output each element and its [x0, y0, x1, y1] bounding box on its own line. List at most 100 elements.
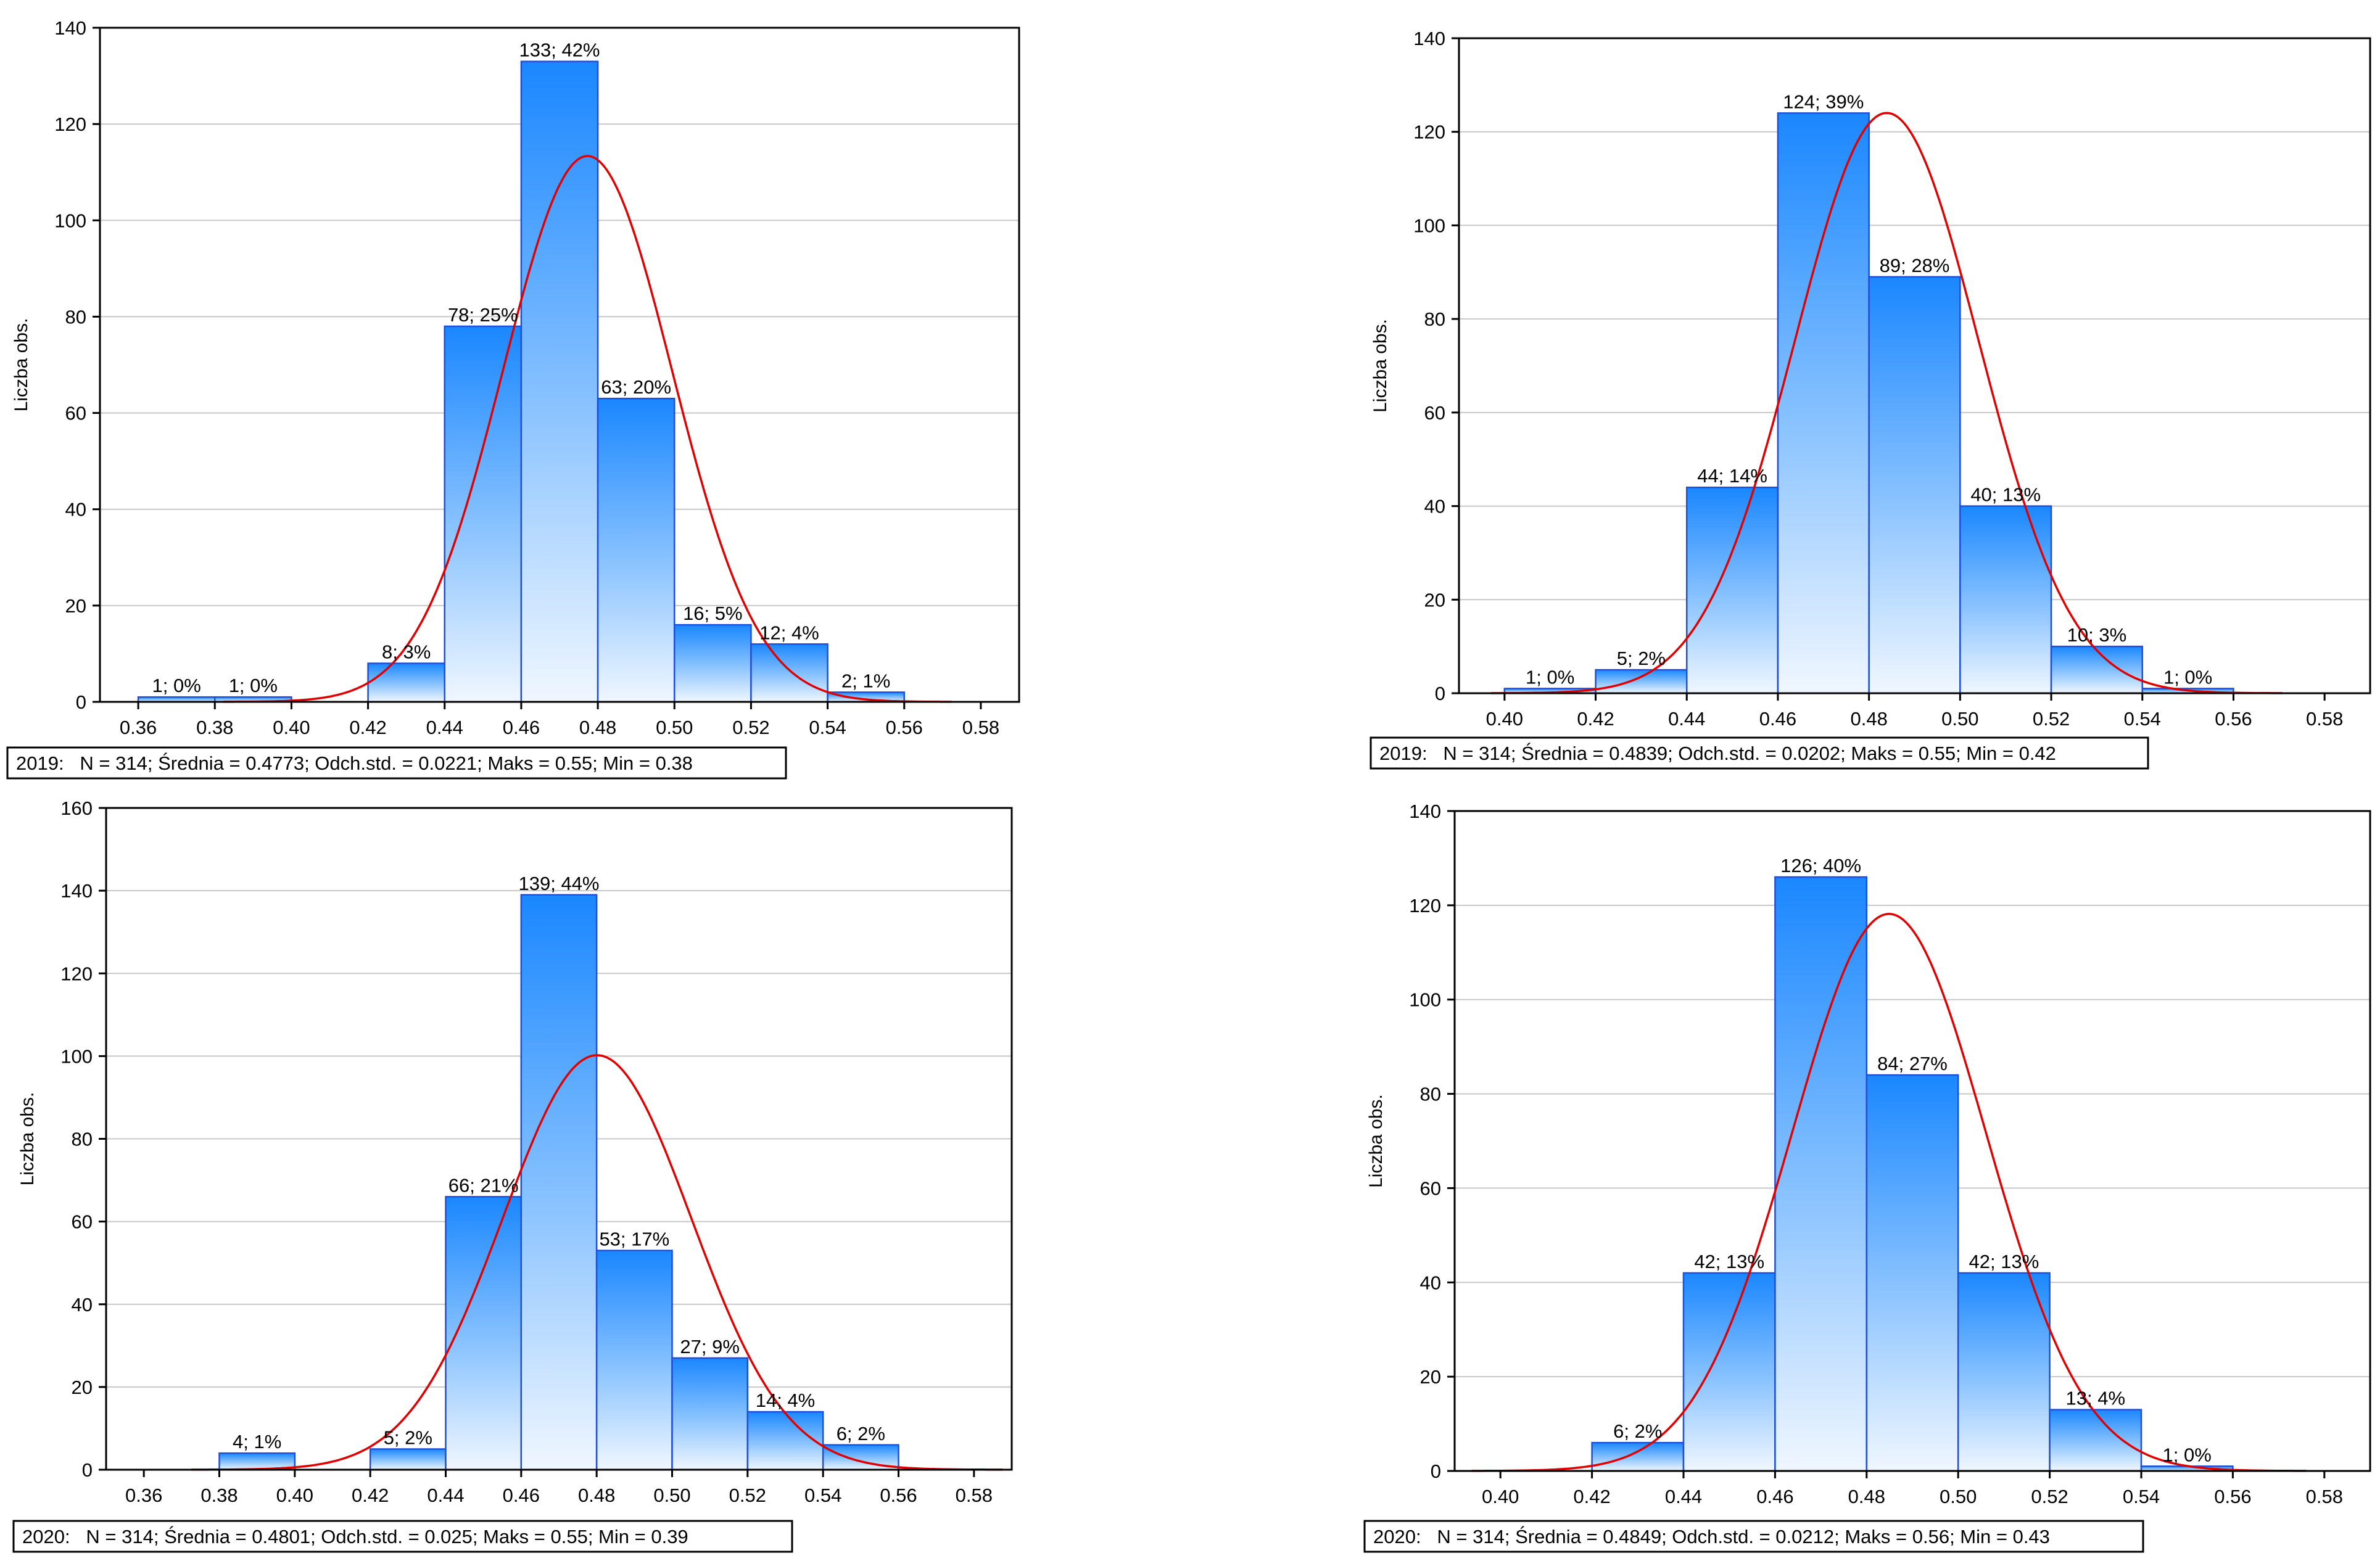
x-tick-label: 0.40 [276, 1485, 313, 1506]
histogram-bar [369, 1448, 447, 1471]
x-tick-label: 0.50 [656, 717, 693, 738]
y-tick-label: 20 [1424, 589, 1445, 611]
histogram-bar [445, 1196, 523, 1471]
y-tick-label: 100 [60, 1045, 93, 1067]
bar-data-label: 40; 13% [1970, 484, 2041, 506]
y-tick-label: 0 [82, 1459, 93, 1481]
x-tick-label: 0.58 [2306, 708, 2343, 730]
histogram-bar [1682, 1272, 1776, 1472]
histogram-bar [1595, 669, 1688, 694]
x-tick-label: 0.58 [2306, 1486, 2343, 1507]
bar-data-label: 126; 40% [1780, 855, 1861, 876]
x-tick-label: 0.42 [1573, 1486, 1610, 1507]
x-tick-label: 0.52 [2031, 1486, 2068, 1507]
y-tick-label: 120 [54, 113, 86, 135]
histogram-bar [1777, 112, 1870, 694]
histogram-bar [674, 624, 752, 703]
bar-data-label: 2; 1% [841, 670, 890, 691]
bar-data-label: 14; 4% [756, 1390, 816, 1411]
x-tick-label: 0.36 [120, 717, 157, 738]
histogram-bar [1591, 1441, 1685, 1472]
bar-data-label: 1; 0% [152, 675, 201, 696]
y-tick-label: 140 [1413, 28, 1445, 49]
bar-data-label: 89; 28% [1880, 255, 1950, 276]
bar-data-label: 1; 0% [2163, 666, 2212, 688]
x-tick-label: 0.56 [886, 717, 923, 738]
bar-data-label: 53; 17% [599, 1229, 669, 1250]
bar-data-label: 5; 2% [1617, 648, 1666, 669]
y-tick-label: 140 [1409, 801, 1441, 822]
bar-data-label: 6; 2% [1613, 1420, 1662, 1442]
x-tick-label: 0.50 [1940, 1486, 1977, 1507]
x-tick-label: 0.38 [200, 1485, 238, 1506]
x-tick-label: 0.52 [732, 717, 769, 738]
x-tick-label: 0.36 [125, 1485, 162, 1506]
histogram-bar [367, 662, 445, 703]
bar-data-label: 5; 2% [384, 1427, 432, 1448]
histogram-bar [746, 1411, 824, 1471]
histogram-bar [520, 894, 598, 1471]
x-tick-label: 0.48 [579, 717, 616, 738]
y-tick-label: 120 [60, 963, 93, 984]
x-tick-label: 0.40 [273, 717, 310, 738]
y-tick-label: 100 [54, 210, 86, 231]
y-tick-label: 60 [1424, 402, 1445, 424]
x-tick-label: 0.38 [196, 717, 233, 738]
y-tick-label: 140 [60, 880, 93, 902]
y-tick-label: 80 [1424, 308, 1445, 330]
bar-data-label: 63; 20% [601, 376, 671, 398]
y-tick-label: 0 [76, 691, 86, 713]
x-tick-label: 0.44 [1668, 708, 1705, 730]
y-tick-label: 160 [60, 797, 93, 819]
y-tick-label: 60 [1420, 1177, 1441, 1199]
bar-data-label: 13; 4% [2066, 1388, 2126, 1409]
y-tick-label: 100 [1413, 215, 1445, 236]
y-tick-label: 20 [72, 1377, 93, 1398]
bar-data-label: 1; 0% [1526, 666, 1574, 688]
y-tick-label: 140 [54, 17, 86, 39]
histogram-bar [520, 60, 599, 703]
x-tick-label: 0.54 [2124, 708, 2161, 730]
histogram-bar [1774, 876, 1868, 1472]
bar-data-label: 44; 14% [1697, 465, 1767, 487]
histogram-bar [595, 1250, 673, 1471]
histogram-bar [1868, 276, 1961, 694]
chart-2020-right: 0 20 40 60 80 100 120 140 0.40 0.42 0.44 0.46 0.48 0… [1363, 801, 2371, 1553]
histogram-bar [671, 1357, 749, 1471]
normal-curve [223, 155, 952, 703]
y-tick-label: 60 [72, 1211, 93, 1233]
histogram-bar [1957, 1272, 2051, 1472]
y-axis-label: Liczba obs. [11, 318, 31, 412]
y-tick-label: 20 [65, 595, 86, 617]
x-tick-label: 0.40 [1482, 1486, 1519, 1507]
stats-caption: 2019: N = 314; Średnia = 0.4773; Odch.st… [6, 746, 787, 780]
normal-curve [191, 1054, 1003, 1471]
x-tick-label: 0.58 [962, 717, 999, 738]
stats-caption: 2019: N = 314; Średnia = 0.4839; Odch.st… [1370, 736, 2149, 770]
x-tick-label: 0.46 [503, 1485, 540, 1506]
x-tick-label: 0.40 [1486, 708, 1523, 730]
x-tick-label: 0.42 [352, 1485, 389, 1506]
y-tick-label: 40 [65, 499, 86, 521]
bar-data-label: 84; 27% [1877, 1053, 1948, 1074]
plot-frame [1453, 810, 2371, 1472]
y-tick-label: 60 [65, 403, 86, 424]
histogram-bar [444, 325, 523, 703]
x-tick-label: 0.56 [880, 1485, 917, 1506]
x-tick-label: 0.54 [809, 717, 846, 738]
x-tick-label: 0.44 [426, 717, 463, 738]
x-tick-label: 0.46 [1759, 708, 1796, 730]
stats-caption: 2020: N = 314; Średnia = 0.4849; Odch.st… [1363, 1520, 2144, 1553]
x-tick-label: 0.48 [1850, 708, 1887, 730]
plot-frame [1458, 37, 2371, 694]
x-tick-label: 0.42 [349, 717, 386, 738]
x-tick-label: 0.50 [653, 1485, 690, 1506]
stats-caption: 2020: N = 314; Średnia = 0.4801; Odch.st… [12, 1520, 793, 1553]
histogram-bar [1959, 505, 2052, 694]
y-tick-label: 120 [1413, 122, 1445, 143]
histogram-bar [1866, 1074, 1959, 1472]
y-axis-label: Liczba obs. [1366, 1094, 1386, 1188]
y-axis-label: Liczba obs. [1370, 319, 1390, 413]
y-tick-label: 80 [65, 306, 86, 327]
y-tick-label: 100 [1409, 989, 1441, 1011]
